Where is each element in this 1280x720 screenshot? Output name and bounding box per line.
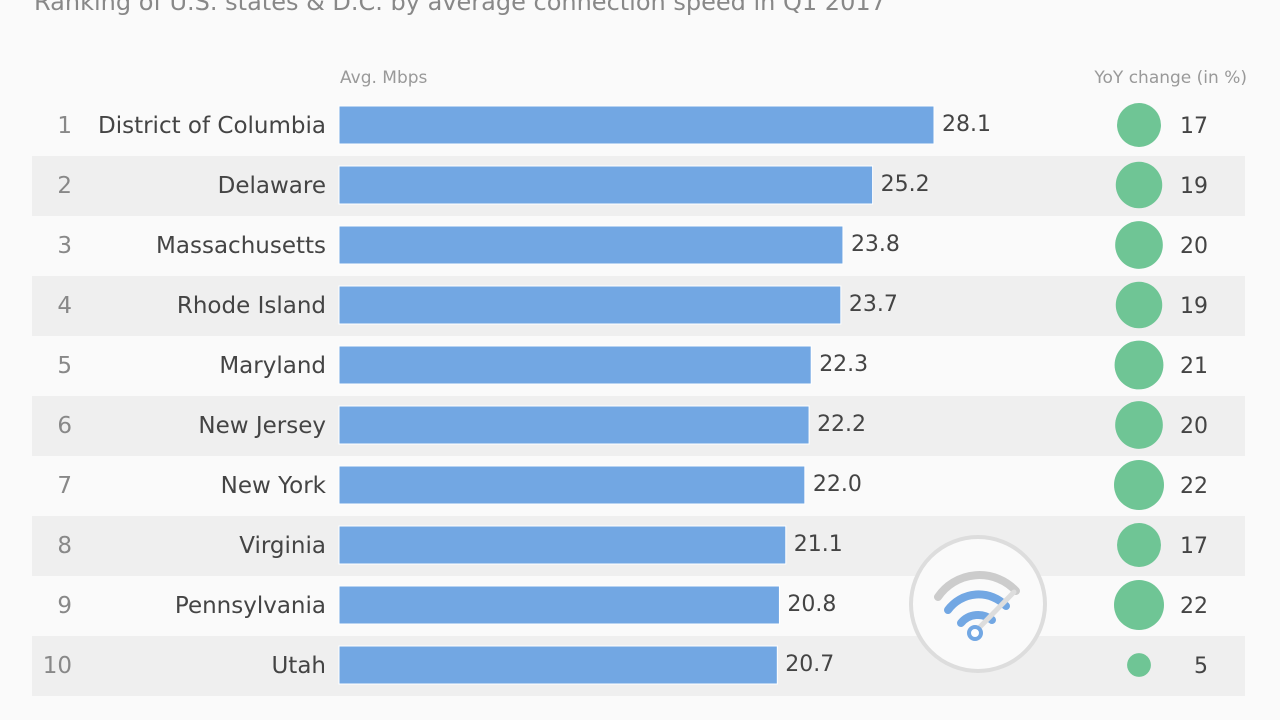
yoy-value-label: 22 — [1180, 474, 1208, 499]
yoy-bubble — [1114, 340, 1164, 390]
category-label: Rhode Island — [177, 293, 326, 319]
yoy-bubble — [1115, 221, 1163, 269]
yoy-value-label: 20 — [1180, 414, 1208, 439]
category-label: Massachusetts — [156, 233, 326, 259]
yoy-value-label: 5 — [1194, 654, 1208, 679]
yoy-bubble — [1115, 161, 1163, 209]
rank-label: 6 — [57, 413, 72, 439]
yoy-bubble — [1115, 281, 1163, 329]
rank-label: 9 — [57, 593, 72, 619]
bar-value-label: 28.1 — [942, 112, 991, 137]
yoy-bubble — [1117, 523, 1161, 567]
bar — [338, 585, 780, 625]
yoy-bubble — [1117, 103, 1161, 147]
yoy-value-label: 22 — [1180, 594, 1208, 619]
bar — [338, 225, 844, 265]
rank-label: 4 — [57, 293, 72, 319]
category-label: Utah — [271, 653, 326, 679]
bar — [338, 165, 874, 205]
bar-value-label: 22.2 — [817, 412, 866, 437]
bar-value-label: 23.7 — [849, 292, 898, 317]
bar-value-label: 25.2 — [881, 172, 930, 197]
bar-value-label: 21.1 — [794, 532, 843, 557]
bar — [338, 465, 806, 505]
bar — [338, 525, 787, 565]
yoy-value-label: 19 — [1180, 174, 1208, 199]
yoy-bubble — [1127, 653, 1151, 677]
yoy-value-label: 17 — [1180, 114, 1208, 139]
rank-label: 3 — [57, 233, 72, 259]
rank-label: 5 — [57, 353, 72, 379]
yoy-value-label: 17 — [1180, 534, 1208, 559]
yoy-value-label: 20 — [1180, 234, 1208, 259]
value-header: Avg. Mbps — [340, 68, 428, 88]
rank-label: 1 — [57, 113, 72, 139]
chart-subtitle: Ranking of U.S. states & D.C. by average… — [34, 0, 886, 16]
change-header: YoY change (in %) — [1094, 68, 1247, 88]
bar-value-label: 23.8 — [851, 232, 900, 257]
bar — [338, 345, 812, 385]
category-label: New Jersey — [198, 413, 326, 439]
bar — [338, 285, 842, 325]
category-label: Maryland — [219, 353, 326, 379]
category-label: Pennsylvania — [175, 593, 326, 619]
rank-label: 2 — [57, 173, 72, 199]
wifi-speedometer-icon — [909, 535, 1047, 673]
bar-value-label: 20.7 — [785, 652, 834, 677]
category-label: Delaware — [218, 173, 326, 199]
category-label: District of Columbia — [98, 113, 326, 139]
bar-value-label: 20.8 — [787, 592, 836, 617]
bar-value-label: 22.3 — [819, 352, 868, 377]
yoy-bubble — [1114, 460, 1164, 510]
yoy-value-label: 21 — [1180, 354, 1208, 379]
rank-label: 7 — [57, 473, 72, 499]
yoy-bubble — [1114, 580, 1164, 630]
bar — [338, 105, 935, 145]
yoy-bubble — [1115, 401, 1163, 449]
bar — [338, 405, 810, 445]
category-label: New York — [221, 473, 327, 499]
yoy-value-label: 19 — [1180, 294, 1208, 319]
rank-label: 10 — [43, 653, 72, 679]
bar-value-label: 22.0 — [813, 472, 862, 497]
bar — [338, 645, 778, 685]
category-label: Virginia — [239, 533, 326, 559]
rank-label: 8 — [57, 533, 72, 559]
